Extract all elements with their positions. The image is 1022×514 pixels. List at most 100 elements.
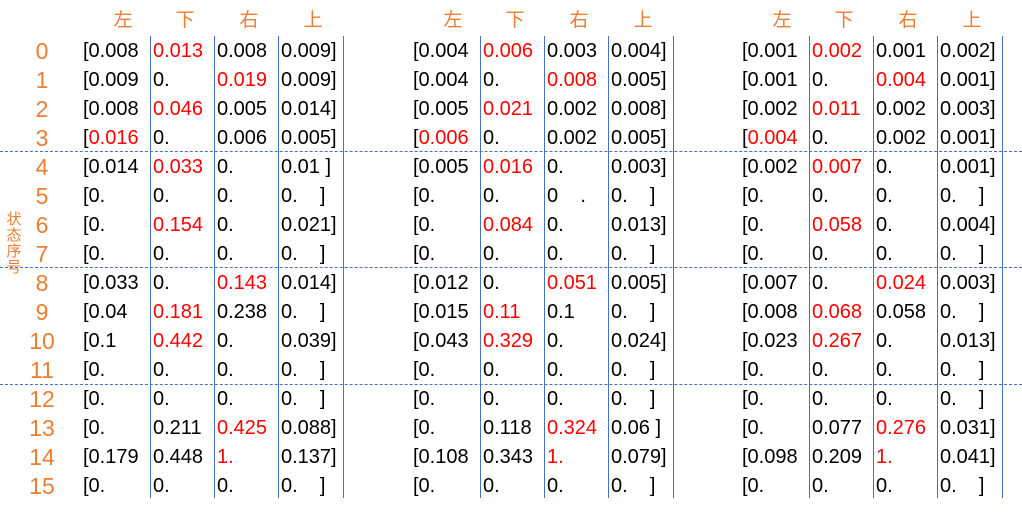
cell-t2-r7-left: [0. bbox=[413, 243, 436, 265]
cell-t1-r1-right: 0.019 bbox=[217, 69, 268, 91]
cell-t2-r9-left: [0.015 bbox=[413, 301, 469, 323]
cell-t1-r10-up: 0.039] bbox=[281, 330, 337, 352]
row-label-8: 8 bbox=[35, 270, 49, 296]
cell-t2-r3-left: [0.006 bbox=[413, 124, 469, 153]
cell-t1-r11-up: 0. ] bbox=[281, 359, 326, 381]
cell-t1-r4-up: 0.01 ] bbox=[281, 156, 332, 178]
cell-t1-r13-down: 0.211 bbox=[153, 417, 202, 439]
cell-t3-r13-right: 0.276 bbox=[876, 417, 927, 439]
cell-t3-r8-left: [0.007 bbox=[742, 272, 798, 294]
cell-t2-r1-up: 0.005] bbox=[611, 69, 667, 91]
cell-t1-r12-down: 0. bbox=[153, 388, 170, 410]
cell-t1-r12-up: 0. ] bbox=[281, 388, 326, 410]
row-label-11: 11 bbox=[30, 357, 54, 383]
row-axis-title: 状态序号 bbox=[6, 211, 22, 276]
row-label-2: 2 bbox=[35, 96, 49, 122]
cell-t3-r11-down: 0. bbox=[812, 359, 829, 381]
cell-t2-r5-right: 0 . bbox=[547, 185, 586, 207]
cell-t3-r0-left: [0.001 bbox=[742, 40, 798, 62]
cell-t3-r12-up: 0. ] bbox=[940, 388, 985, 410]
cell-t1-r13-right: 0.425 bbox=[217, 417, 268, 439]
group-separator bbox=[0, 384, 1022, 385]
cell-t3-r14-up: 0.041] bbox=[940, 446, 996, 468]
cell-t2-r8-up: 0.005] bbox=[611, 272, 667, 294]
cell-t1-r13-up: 0.088] bbox=[281, 417, 337, 439]
cell-t3-r12-left: [0. bbox=[742, 388, 765, 410]
cell-t3-r11-left: [0. bbox=[742, 359, 765, 381]
cell-t3-r13-down: 0.077 bbox=[812, 417, 863, 439]
cell-t2-r0-up: 0.004] bbox=[611, 40, 667, 62]
cell-t2-r6-up: 0.013] bbox=[611, 214, 667, 236]
highlighted-value: 0.016 bbox=[88, 127, 139, 149]
cell-t2-r3-down: 0. bbox=[483, 127, 500, 149]
cell-t1-r10-left: [0.1 bbox=[83, 330, 117, 352]
cell-t3-r10-right: 0. bbox=[876, 330, 893, 352]
cell-t2-r0-down: 0.006 bbox=[483, 40, 534, 62]
cell-t1-r0-down: 0.013 bbox=[153, 40, 204, 62]
cell-t2-r2-down: 0.021 bbox=[483, 98, 534, 120]
cell-t2-r4-left: [0.005 bbox=[413, 156, 469, 178]
cell-t2-r1-down: 0. bbox=[483, 69, 500, 91]
cell-t3-r8-right: 0.024 bbox=[876, 272, 927, 294]
cell-t1-r11-left: [0. bbox=[83, 359, 106, 381]
cell-t1-r12-right: 0. bbox=[217, 388, 234, 410]
cell-t1-r2-up: 0.014] bbox=[281, 98, 337, 120]
cell-t3-r6-up: 0.004] bbox=[940, 214, 996, 236]
cell-t3-r7-up: 0. ] bbox=[940, 243, 985, 265]
cell-t2-r12-left: [0. bbox=[413, 388, 436, 410]
cell-t3-r10-left: [0.023 bbox=[742, 330, 798, 352]
cell-t1-r8-right: 0.143 bbox=[217, 272, 268, 294]
cell-t1-r6-right: 0. bbox=[217, 214, 234, 236]
cell-t3-r1-up: 0.001] bbox=[940, 69, 996, 91]
cell-t1-r14-right: 1. bbox=[217, 446, 234, 468]
cell-t1-r5-right: 0. bbox=[217, 185, 234, 207]
cell-t1-r14-down: 0.448 bbox=[153, 446, 204, 468]
cell-t3-r4-up: 0.001] bbox=[940, 156, 996, 178]
cell-t2-r5-left: [0. bbox=[413, 185, 436, 207]
cell-t2-r10-up: 0.024] bbox=[611, 330, 667, 352]
cell-t1-r4-down: 0.033 bbox=[153, 156, 204, 178]
cell-t3-r3-down: 0. bbox=[812, 127, 829, 149]
cell-t1-r9-left: [0.04 bbox=[83, 301, 128, 323]
header-down-t1: 下 bbox=[175, 10, 195, 31]
cell-t3-r8-up: 0.003] bbox=[940, 272, 996, 294]
cell-t1-r1-down: 0. bbox=[153, 69, 170, 91]
cell-t1-r0-up: 0.009] bbox=[281, 40, 337, 62]
cell-t3-r2-down: 0.011 bbox=[812, 98, 861, 120]
cell-t3-r2-right: 0.002 bbox=[876, 98, 927, 120]
cell-t1-r3-down: 0. bbox=[153, 127, 170, 149]
cell-t3-r5-up: 0. ] bbox=[940, 185, 985, 207]
cell-t1-r12-left: [0. bbox=[83, 388, 106, 410]
cell-t2-r14-up: 0.079] bbox=[611, 446, 667, 468]
cell-t3-r3-up: 0.001] bbox=[940, 127, 996, 149]
cell-t3-r5-down: 0. bbox=[812, 185, 829, 207]
bracket: [ bbox=[413, 127, 419, 149]
cell-t3-r6-right: 0. bbox=[876, 214, 893, 236]
cell-t3-r12-right: 0. bbox=[876, 388, 893, 410]
cell-t2-r0-right: 0.003 bbox=[547, 40, 598, 62]
highlighted-value: 0.006 bbox=[418, 127, 469, 149]
cell-t2-r13-left: [0. bbox=[413, 417, 436, 439]
cell-t2-r3-up: 0.005] bbox=[611, 127, 667, 149]
cell-t3-r1-right: 0.004 bbox=[876, 69, 927, 91]
header-right-t2: 右 bbox=[569, 10, 589, 31]
cell-t2-r2-right: 0.002 bbox=[547, 98, 598, 120]
cell-t1-r3-up: 0.005] bbox=[281, 127, 337, 149]
cell-t1-r6-left: [0. bbox=[83, 214, 106, 236]
cell-t1-r5-up: 0. ] bbox=[281, 185, 326, 207]
cell-t1-r8-up: 0.014] bbox=[281, 272, 337, 294]
cell-t3-r15-up: 0. ] bbox=[940, 475, 985, 497]
cell-t1-r4-right: 0. bbox=[217, 156, 234, 178]
cell-t3-r12-down: 0. bbox=[812, 388, 829, 410]
cell-t1-r5-down: 0. bbox=[153, 185, 170, 207]
cell-t1-r3-left: [0.016 bbox=[83, 124, 139, 153]
cell-t2-r14-right: 1. bbox=[547, 446, 564, 468]
cell-t3-r0-down: 0.002 bbox=[812, 40, 863, 62]
cell-t2-r7-down: 0. bbox=[483, 243, 500, 265]
cell-t2-r5-up: 0. ] bbox=[611, 185, 656, 207]
cell-t2-r12-right: 0. bbox=[547, 388, 564, 410]
row-label-5: 5 bbox=[35, 183, 49, 209]
cell-t3-r8-down: 0. bbox=[812, 272, 829, 294]
cell-t1-r14-left: [0.179 bbox=[83, 446, 139, 468]
cell-t3-r1-left: [0.001 bbox=[742, 69, 798, 91]
